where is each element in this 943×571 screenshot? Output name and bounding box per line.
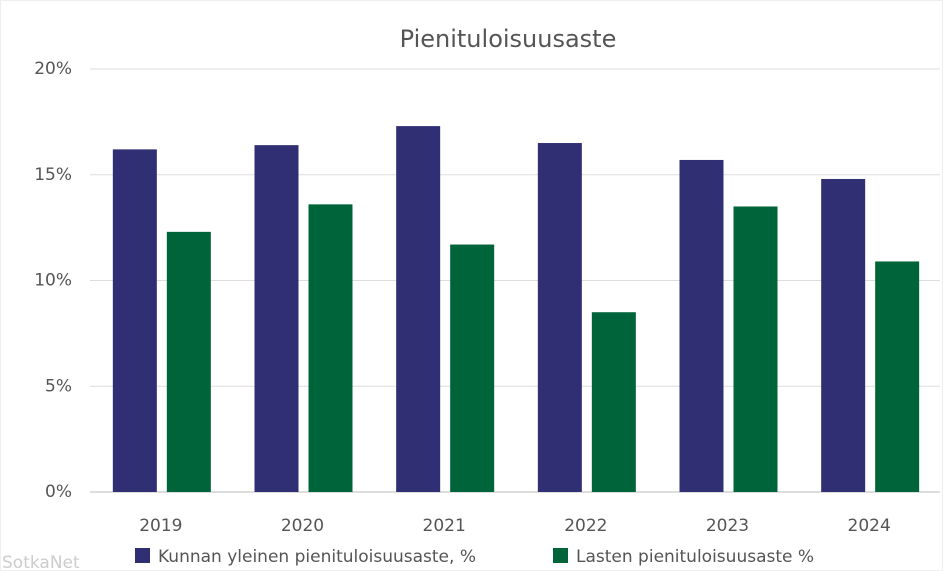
bar [591, 312, 636, 492]
bar [679, 159, 724, 492]
legend-swatch [553, 548, 568, 563]
bar [254, 145, 299, 492]
bar [308, 204, 353, 493]
y-tick-label: 10% [34, 271, 72, 291]
bar [396, 126, 441, 492]
y-tick-label: 5% [45, 376, 72, 396]
bar [450, 244, 495, 492]
chart-title: Pienituloisuusaste [400, 25, 617, 53]
bar [112, 149, 157, 492]
x-tick-label: 2020 [281, 516, 324, 536]
x-tick-label: 2023 [706, 516, 749, 536]
x-tick-label: 2019 [139, 516, 182, 536]
y-tick-label: 15% [34, 165, 72, 185]
legend-swatch [135, 548, 150, 563]
legend-label: Lasten pienituloisuusaste % [576, 547, 814, 567]
x-tick-label: 2022 [564, 516, 607, 536]
bar [733, 206, 778, 492]
y-tick-label: 0% [45, 482, 72, 502]
bar [821, 178, 866, 493]
x-tick-label: 2024 [848, 516, 891, 536]
x-tick-label: 2021 [423, 516, 466, 536]
y-tick-label: 20% [34, 59, 72, 79]
bar [875, 261, 920, 492]
bar [537, 143, 582, 492]
credit: SotkaNet [2, 553, 80, 571]
legend-label: Kunnan yleinen pienituloisuusaste, % [158, 547, 476, 567]
bar [166, 231, 211, 493]
